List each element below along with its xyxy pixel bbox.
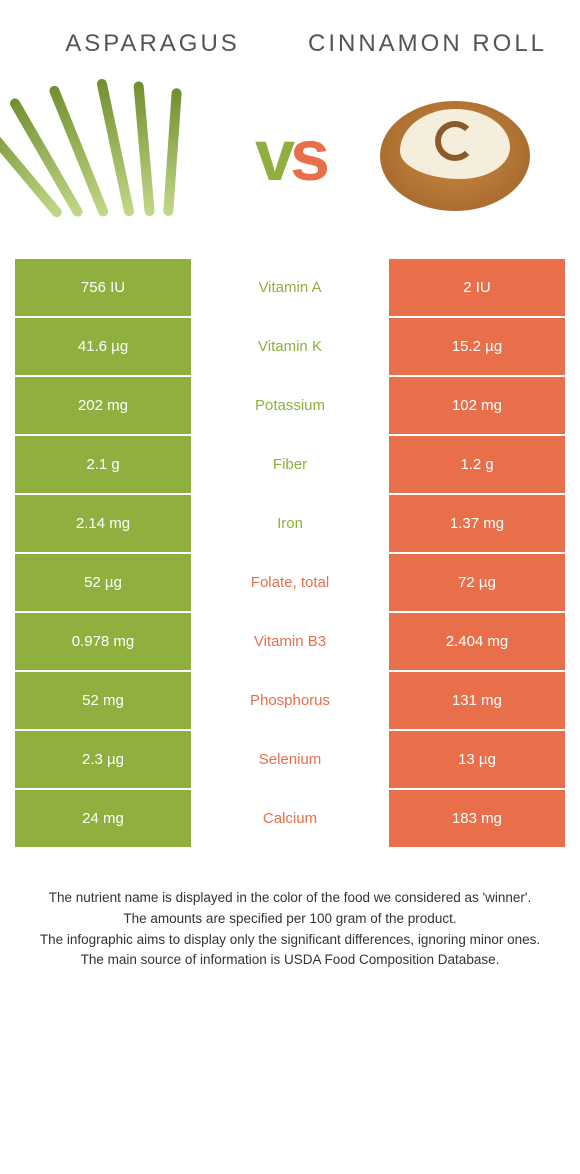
footnote-block: The nutrient name is displayed in the co… xyxy=(15,889,565,971)
left-food-title: Asparagus xyxy=(29,30,277,59)
left-value: 41.6 µg xyxy=(15,318,191,375)
nutrient-row: 202 mgPotassium102 mg xyxy=(15,377,565,436)
right-value: 15.2 µg xyxy=(389,318,565,375)
nutrient-row: 52 mgPhosphorus131 mg xyxy=(15,672,565,731)
left-value: 202 mg xyxy=(15,377,191,434)
footnote-line: The infographic aims to display only the… xyxy=(30,931,550,950)
right-value: 2.404 mg xyxy=(389,613,565,670)
nutrient-row: 0.978 mgVitamin B32.404 mg xyxy=(15,613,565,672)
nutrient-label: Potassium xyxy=(191,377,389,434)
nutrient-row: 24 mgCalcium183 mg xyxy=(15,790,565,849)
right-value: 131 mg xyxy=(389,672,565,729)
nutrient-table: 756 IUVitamin A2 IU41.6 µgVitamin K15.2 … xyxy=(15,259,565,849)
nutrient-label: Selenium xyxy=(191,731,389,788)
left-value: 756 IU xyxy=(15,259,191,316)
nutrient-label: Iron xyxy=(191,495,389,552)
footnote-line: The amounts are specified per 100 gram o… xyxy=(30,910,550,929)
nutrient-label: Vitamin K xyxy=(191,318,389,375)
nutrient-label: Vitamin A xyxy=(191,259,389,316)
nutrient-label: Fiber xyxy=(191,436,389,493)
vs-v: v xyxy=(255,115,290,197)
nutrient-row: 41.6 µgVitamin K15.2 µg xyxy=(15,318,565,377)
left-value: 2.3 µg xyxy=(15,731,191,788)
left-value: 0.978 mg xyxy=(15,613,191,670)
right-value: 72 µg xyxy=(389,554,565,611)
cinnamon-roll-image xyxy=(365,89,545,224)
right-value: 1.2 g xyxy=(389,436,565,493)
right-food-title: Cinnamon Roll xyxy=(304,30,552,59)
infographic-page: Asparagus Cinnamon Roll vs 756 IUVitamin… xyxy=(0,0,580,992)
left-value: 2.14 mg xyxy=(15,495,191,552)
title-row: Asparagus Cinnamon Roll xyxy=(15,30,565,59)
nutrient-row: 2.1 gFiber1.2 g xyxy=(15,436,565,495)
nutrient-label: Calcium xyxy=(191,790,389,847)
right-value: 183 mg xyxy=(389,790,565,847)
asparagus-image xyxy=(35,89,215,224)
right-value: 1.37 mg xyxy=(389,495,565,552)
left-value: 52 mg xyxy=(15,672,191,729)
hero-row: vs xyxy=(15,89,565,224)
left-value: 24 mg xyxy=(15,790,191,847)
nutrient-row: 52 µgFolate, total72 µg xyxy=(15,554,565,613)
nutrient-label: Folate, total xyxy=(191,554,389,611)
nutrient-label: Vitamin B3 xyxy=(191,613,389,670)
right-value: 102 mg xyxy=(389,377,565,434)
footnote-line: The main source of information is USDA F… xyxy=(30,951,550,970)
nutrient-row: 2.3 µgSelenium13 µg xyxy=(15,731,565,790)
vs-s: s xyxy=(290,115,325,197)
footnote-line: The nutrient name is displayed in the co… xyxy=(30,889,550,908)
right-value: 13 µg xyxy=(389,731,565,788)
left-value: 52 µg xyxy=(15,554,191,611)
right-value: 2 IU xyxy=(389,259,565,316)
vs-label: vs xyxy=(255,115,325,197)
left-value: 2.1 g xyxy=(15,436,191,493)
nutrient-label: Phosphorus xyxy=(191,672,389,729)
nutrient-row: 2.14 mgIron1.37 mg xyxy=(15,495,565,554)
nutrient-row: 756 IUVitamin A2 IU xyxy=(15,259,565,318)
